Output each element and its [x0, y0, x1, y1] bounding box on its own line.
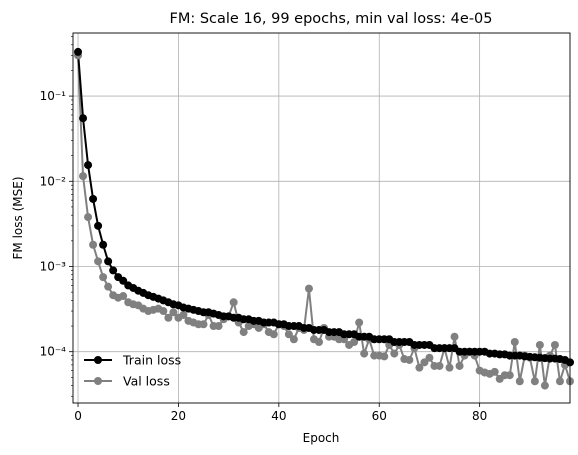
data-point: [239, 328, 248, 337]
data-point: [415, 363, 424, 372]
data-point: [425, 353, 434, 362]
legend-label: Train loss: [122, 353, 181, 368]
data-point: [535, 340, 544, 349]
y-axis-label: FM loss (MSE): [11, 177, 25, 260]
data-point: [360, 349, 369, 358]
data-point: [445, 363, 454, 372]
data-point: [119, 276, 128, 285]
x-tick-label: 80: [472, 409, 487, 423]
data-point: [350, 337, 359, 346]
y-axis-ticks: 10⁻⁴ 10⁻³ 10⁻² 10⁻¹: [40, 36, 73, 397]
data-point: [214, 322, 223, 331]
data-point: [510, 337, 519, 346]
data-point: [164, 313, 173, 322]
y-tick-label: 10⁻³: [40, 259, 67, 273]
data-point: [420, 358, 429, 367]
data-point: [455, 361, 464, 370]
data-point: [390, 349, 399, 358]
data-point: [84, 213, 93, 222]
data-point: [550, 340, 559, 349]
data-point: [89, 240, 98, 249]
x-axis-ticks: 0 20 40 60 80: [74, 403, 487, 423]
data-point: [530, 377, 539, 386]
data-point: [380, 352, 389, 361]
data-point: [450, 332, 459, 341]
data-point: [199, 320, 208, 329]
y-tick-label: 10⁻⁴: [40, 345, 67, 359]
data-point: [540, 381, 549, 390]
x-axis-label: Epoch: [303, 431, 340, 445]
data-point: [289, 335, 298, 344]
legend-label: Val loss: [123, 374, 170, 389]
series-points: [74, 47, 574, 390]
data-point: [269, 330, 278, 339]
data-point: [89, 194, 98, 203]
data-point: [304, 284, 313, 293]
x-tick-label: 60: [372, 409, 387, 423]
y-tick-label: 10⁻²: [40, 174, 67, 188]
data-point: [169, 308, 178, 317]
data-point: [84, 161, 93, 170]
data-point: [99, 240, 108, 249]
data-point: [490, 367, 499, 376]
data-point: [104, 282, 113, 291]
data-point: [94, 221, 103, 230]
data-point: [515, 377, 524, 386]
data-point: [284, 330, 293, 339]
data-point: [405, 355, 414, 364]
data-point: [314, 337, 323, 346]
data-point: [435, 361, 444, 370]
data-point: [159, 307, 168, 316]
grid-lines: [73, 33, 570, 403]
x-tick-label: 20: [171, 409, 186, 423]
plot-frame: [72, 32, 571, 404]
legend: Train loss Val loss: [84, 353, 181, 389]
data-point: [355, 318, 364, 327]
legend-swatch-marker: [94, 356, 102, 364]
y-tick-label: 10⁻¹: [40, 89, 67, 103]
data-point: [505, 371, 514, 380]
data-point: [119, 292, 128, 301]
data-point: [79, 114, 88, 123]
data-point: [104, 257, 113, 266]
x-tick-label: 0: [74, 409, 82, 423]
x-tick-label: 40: [271, 409, 286, 423]
data-point: [229, 298, 238, 307]
data-point: [179, 310, 188, 319]
data-point: [109, 266, 118, 275]
data-point: [79, 172, 88, 181]
data-point: [99, 273, 108, 282]
data-point: [555, 377, 564, 386]
data-point: [94, 257, 103, 266]
chart-title: FM: Scale 16, 99 epochs, min val loss: 4…: [169, 11, 492, 27]
data-point: [74, 47, 83, 56]
legend-swatch-marker: [94, 377, 102, 385]
